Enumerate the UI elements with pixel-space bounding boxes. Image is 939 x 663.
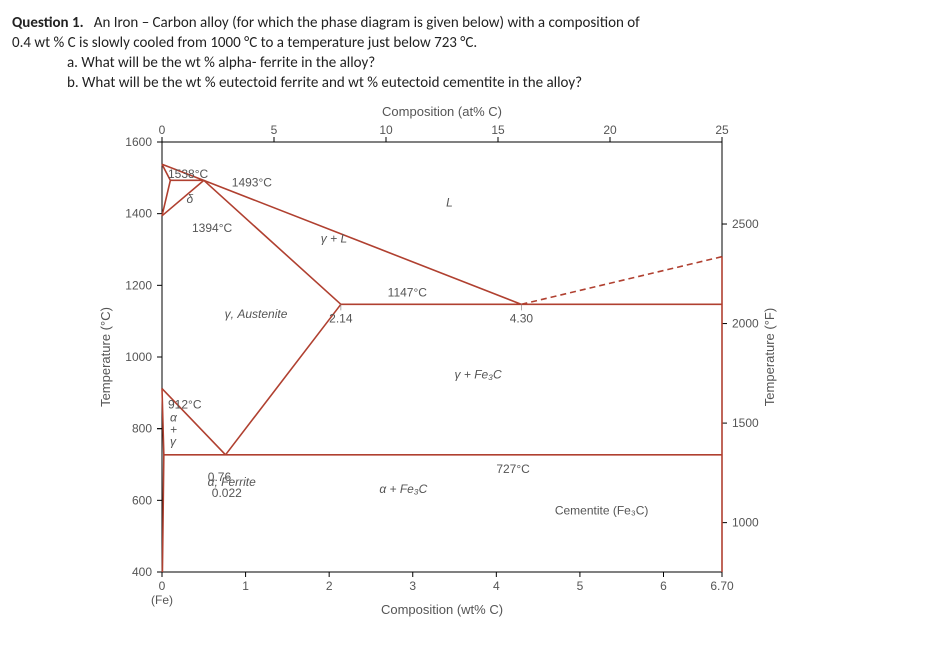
label-delta: δ — [187, 192, 194, 206]
svg-text:25: 25 — [715, 123, 729, 137]
label-1147: 1147°C — [388, 285, 428, 299]
svg-text:3: 3 — [409, 579, 416, 593]
label-austenite: γ, Austenite — [225, 307, 288, 321]
label-gamma-fe3c: γ + Fe₃C — [455, 368, 502, 382]
label-cementite: Cementite (Fe₃C) — [555, 504, 649, 518]
svg-text:1200: 1200 — [125, 278, 152, 292]
svg-text:0: 0 — [159, 123, 166, 137]
svg-text:5: 5 — [577, 579, 584, 593]
label-gamma-l: γ + L — [321, 231, 347, 245]
svg-text:1: 1 — [242, 579, 249, 593]
svg-text:800: 800 — [132, 422, 152, 436]
label-1538: 1538°C — [168, 167, 208, 181]
svg-text:1000: 1000 — [732, 516, 759, 530]
svg-text:1500: 1500 — [732, 416, 759, 430]
svg-text:1000: 1000 — [125, 350, 152, 364]
svg-text:2000: 2000 — [732, 317, 759, 331]
svg-text:400: 400 — [132, 565, 152, 579]
label-alpha-fe3c: α + Fe₃C — [379, 482, 427, 496]
axis-title-left: Temperature (°C) — [98, 307, 113, 407]
label-alpha-gamma: γ — [170, 435, 177, 449]
question-text-2: 0.4 wt % C is slowly cooled from 1000 °C… — [12, 34, 927, 52]
svg-text:15: 15 — [491, 123, 505, 137]
axis-title-right: Temperature (°F) — [762, 308, 777, 406]
label-430: 4.30 — [510, 311, 534, 325]
svg-text:2500: 2500 — [732, 217, 759, 231]
label-912: 912°C — [168, 398, 202, 412]
question-text-1: An Iron – Carbon alloy (for which the ph… — [94, 14, 640, 32]
axis-title-bottom: Composition (wt% C) — [381, 602, 503, 617]
svg-text:0: 0 — [159, 579, 166, 593]
svg-text:5: 5 — [271, 123, 278, 137]
svg-text:1400: 1400 — [125, 207, 152, 221]
svg-text:10: 10 — [379, 123, 393, 137]
svg-text:600: 600 — [132, 493, 152, 507]
svg-text:4: 4 — [493, 579, 500, 593]
label-1394: 1394°C — [192, 221, 232, 235]
svg-text:20: 20 — [603, 123, 617, 137]
question-part-b: b. What will be the wt % eutectoid ferri… — [67, 74, 927, 92]
label-ferrite: α, Ferrite — [208, 475, 257, 489]
phase-diagram-chart: Composition (at% C)0510152025Composition… — [92, 102, 852, 622]
svg-text:(Fe): (Fe) — [151, 593, 173, 607]
question-part-a: a. What will be the wt % alpha- ferrite … — [67, 54, 927, 72]
label-727: 727°C — [496, 462, 530, 476]
label-liquid: L — [446, 196, 453, 210]
label-214: 2.14 — [329, 311, 353, 325]
label-1493: 1493°C — [232, 175, 272, 189]
svg-text:2: 2 — [326, 579, 333, 593]
question-label: Question 1. — [12, 14, 84, 32]
svg-text:6.70: 6.70 — [710, 579, 734, 593]
svg-text:1600: 1600 — [125, 135, 152, 149]
svg-text:6: 6 — [660, 579, 667, 593]
axis-title-top: Composition (at% C) — [382, 104, 502, 119]
